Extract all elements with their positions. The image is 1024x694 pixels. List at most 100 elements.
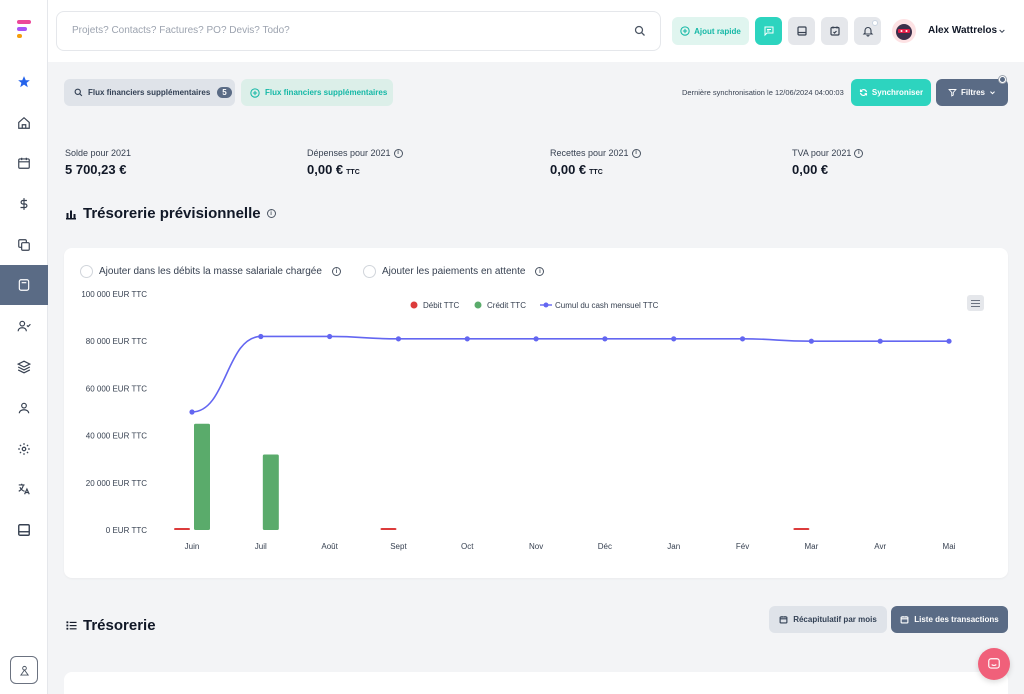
filters-label: Filtres (960, 88, 985, 97)
sidebar-item-contacts[interactable] (0, 306, 48, 346)
sidebar-item-calendar[interactable] (0, 143, 48, 183)
forecast-title: Trésorerie prévisionnelle i (65, 205, 276, 222)
monthly-recap-button[interactable]: Récapitulatif par mois (769, 606, 887, 633)
info-icon[interactable]: i (331, 267, 341, 276)
cumulative-cash-point (327, 333, 333, 340)
sidebar-item-finance[interactable] (0, 184, 48, 224)
sidebar-item-translate[interactable] (0, 469, 48, 509)
cumulative-cash-point (395, 336, 402, 342)
y-tick-label: 100 000 EUR TTC (81, 290, 147, 299)
kpi-suffix: TTC (589, 169, 603, 176)
x-tick-label: Mai (943, 542, 956, 551)
pending-checkbox[interactable] (363, 265, 376, 278)
filters-button[interactable]: Filtres (936, 76, 1008, 106)
x-tick-label: Juil (255, 542, 267, 551)
info-icon[interactable]: i (266, 209, 276, 218)
cumulative-cash-point (739, 336, 746, 342)
sidebar-item-inbox[interactable] (0, 510, 48, 550)
support-chat-button[interactable] (978, 648, 1010, 680)
user-name[interactable]: Alex Wattrelos (928, 25, 998, 36)
x-tick-label: Nov (529, 542, 543, 551)
filter-active-dot (999, 76, 1006, 83)
x-tick-label: Mar (804, 542, 818, 551)
plus-circle-icon (680, 26, 690, 36)
person-icon (19, 665, 29, 676)
wallet-icon (18, 279, 30, 291)
notification-dot (872, 20, 878, 26)
kpi-value: 0,00 € (550, 162, 587, 177)
tray-icon (796, 26, 807, 36)
transactions-list-button[interactable]: Liste des transactions (891, 606, 1008, 633)
info-icon[interactable]: i (854, 148, 864, 158)
list-icon (66, 621, 77, 630)
option-pending-label: Ajouter les paiements en attente (382, 266, 526, 277)
info-icon[interactable]: i (535, 267, 545, 276)
y-tick-label: 60 000 EUR TTC (86, 384, 147, 393)
avatar-image (896, 24, 912, 40)
chevron-down-icon[interactable] (998, 27, 1006, 35)
sidebar (0, 0, 48, 694)
sidebar-item-home[interactable] (0, 103, 48, 143)
sidebar-item-documents[interactable] (0, 225, 48, 265)
last-sync-text: Dernière synchronisation le 12/06/2024 0… (682, 88, 844, 97)
star-icon (18, 76, 30, 88)
kpi-value: 0,00 € (792, 162, 829, 177)
kpi-income: Recettes pour 2021 i 0,00 € TTC (550, 148, 641, 177)
option-payroll[interactable]: Ajouter dans les débits la masse salaria… (80, 265, 341, 278)
sidebar-item-profile[interactable] (0, 388, 48, 428)
monthly-recap-label: Récapitulatif par mois (793, 615, 877, 624)
debit-bar (793, 528, 810, 530)
translate-icon (18, 483, 30, 495)
credit-bar (262, 454, 279, 530)
agenda-button[interactable] (821, 17, 848, 45)
sync-button[interactable]: Synchroniser (851, 79, 931, 106)
sidebar-item-favorites[interactable] (0, 62, 48, 102)
x-tick-label: Fév (736, 542, 749, 551)
sidebar-item-settings[interactable] (0, 429, 48, 469)
sidebar-item-layers[interactable] (0, 347, 48, 387)
chat-icon (764, 26, 773, 37)
messages-button[interactable] (755, 17, 782, 45)
kpi-expenses: Dépenses pour 2021 i 0,00 € TTC (307, 148, 403, 177)
option-pending[interactable]: Ajouter les paiements en attente i (363, 265, 545, 278)
cumulative-cash-point (533, 336, 539, 342)
search-placeholder: Projets? Contacts? Factures? PO? Devis? … (72, 25, 290, 36)
cumulative-cash-point (464, 336, 470, 342)
inbox-button[interactable] (788, 17, 815, 45)
calendar-icon (18, 157, 30, 169)
x-tick-label: Jan (667, 542, 680, 551)
debit-bar (380, 528, 397, 530)
funnel-icon (948, 89, 957, 97)
payroll-checkbox[interactable] (80, 265, 93, 278)
flux-filter-label: Flux financiers supplémentaires (88, 88, 211, 97)
search-icon (634, 25, 645, 36)
global-search[interactable]: Projets? Contacts? Factures? PO? Devis? … (56, 11, 661, 51)
y-tick-label: 0 EUR TTC (106, 526, 147, 535)
legend-marker (474, 301, 482, 309)
notifications-button[interactable] (854, 17, 881, 45)
cumulative-cash-point (258, 333, 264, 340)
flux-add-button[interactable]: Flux financiers supplémentaires (241, 79, 393, 106)
forecast-title-text: Trésorerie prévisionnelle (83, 205, 261, 222)
gear-icon (18, 443, 30, 455)
flux-filter-button[interactable]: Flux financiers supplémentaires 5 (64, 79, 235, 106)
quick-add-button[interactable]: Ajout rapide (672, 17, 749, 45)
x-tick-label: Oct (461, 542, 474, 551)
app-logo[interactable] (17, 20, 33, 40)
calendar-icon (900, 616, 909, 624)
kpi-label: Solde pour 2021 (65, 148, 132, 158)
transactions-list-label: Liste des transactions (914, 615, 999, 624)
info-icon[interactable]: i (631, 148, 641, 158)
y-tick-label: 20 000 EUR TTC (86, 479, 147, 488)
inbox-icon (18, 524, 30, 536)
home-icon (18, 116, 30, 129)
chart-menu-button[interactable] (967, 295, 984, 311)
info-icon[interactable]: i (393, 148, 403, 158)
account-switch-button[interactable] (10, 656, 38, 684)
avatar[interactable] (892, 19, 916, 43)
x-tick-label: Avr (874, 542, 886, 551)
search-icon (74, 88, 83, 97)
sidebar-item-treasury[interactable] (0, 265, 48, 305)
flux-add-label: Flux financiers supplémentaires (265, 88, 388, 97)
